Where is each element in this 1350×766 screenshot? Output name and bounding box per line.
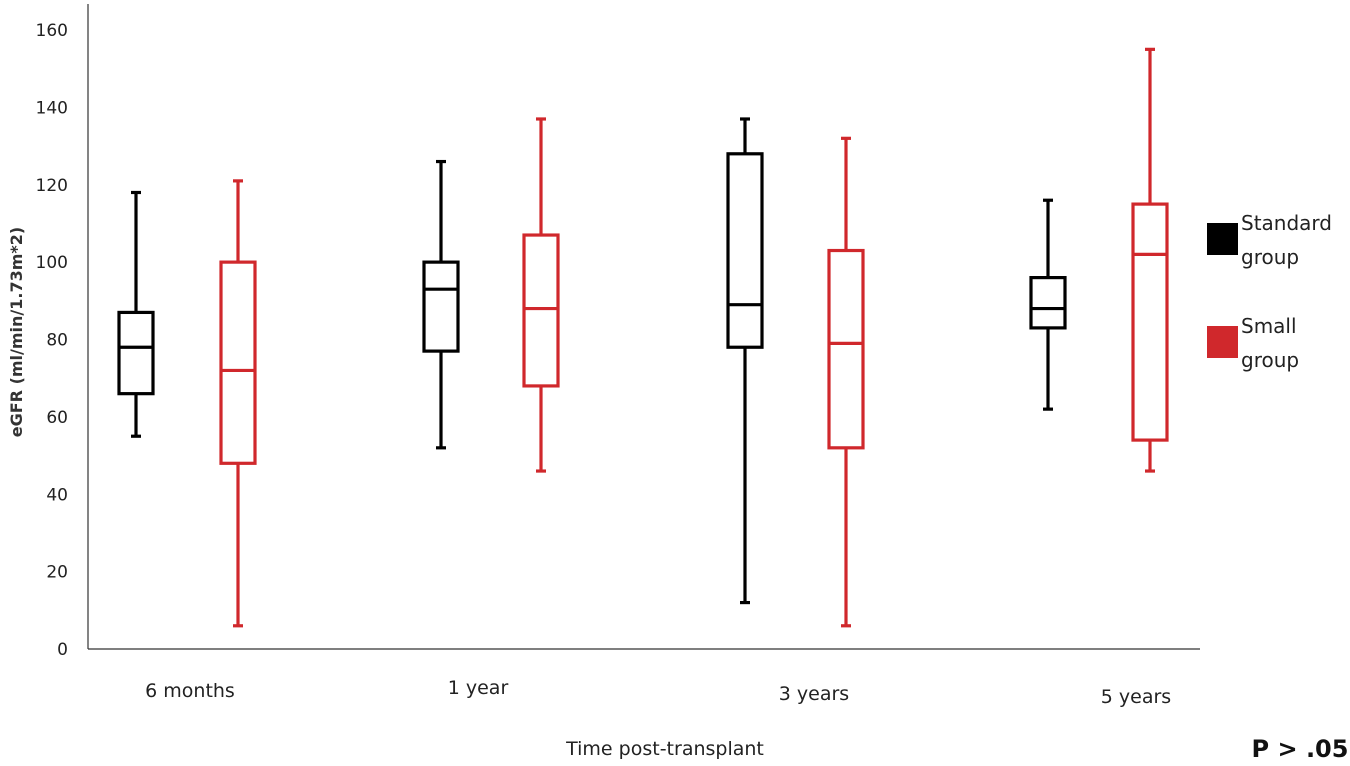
y-tick-label: 140 <box>36 98 68 118</box>
y-tick-label: 160 <box>36 21 68 41</box>
box-standard-2 <box>726 117 764 605</box>
iqr-box <box>1029 276 1067 330</box>
iqr-box <box>522 233 560 388</box>
y-axis: 0 20 40 60 80 100 120 140 160 <box>36 4 89 660</box>
box-small-3 <box>1131 47 1169 473</box>
box-standard-3 <box>1029 198 1067 411</box>
x-axis: 6 months 1 year 3 years 5 years <box>88 648 1200 708</box>
x-category-label: 6 months <box>145 680 235 702</box>
y-tick-label: 20 <box>46 563 68 583</box>
x-axis-label: Time post-transplant <box>565 738 764 760</box>
iqr-box <box>827 248 865 450</box>
iqr-box <box>117 310 155 396</box>
box-small-1 <box>522 117 560 473</box>
legend-label: Small <box>1241 314 1297 338</box>
legend-swatch <box>1207 326 1238 358</box>
box-small-2 <box>827 136 865 628</box>
x-category-label: 1 year <box>448 677 509 699</box>
y-tick-label: 120 <box>36 176 68 196</box>
legend-label: group <box>1241 245 1299 269</box>
y-axis-label: eGFR (ml/min/1.73m*2) <box>7 227 26 437</box>
legend-label: Standard <box>1241 211 1332 235</box>
iqr-box <box>1131 202 1169 442</box>
box-plots <box>117 47 1169 628</box>
legend-swatch <box>1207 223 1238 255</box>
box-standard-1 <box>422 159 460 450</box>
iqr-box <box>726 152 764 349</box>
iqr-box <box>219 260 257 465</box>
x-category-label: 5 years <box>1101 686 1171 708</box>
legend-label: group <box>1241 348 1299 372</box>
iqr-box <box>422 260 460 353</box>
y-tick-label: 60 <box>46 408 68 428</box>
legend: Standard group Small group <box>1207 211 1332 372</box>
y-tick-label: 80 <box>46 331 68 351</box>
box-small-0 <box>219 179 257 628</box>
y-tick-label: 40 <box>46 485 68 505</box>
p-value-annotation: P > .05 <box>1252 735 1349 763</box>
box-standard-0 <box>117 190 155 438</box>
x-category-label: 3 years <box>779 683 849 705</box>
y-tick-label: 0 <box>57 640 68 660</box>
y-tick-label: 100 <box>36 253 68 273</box>
